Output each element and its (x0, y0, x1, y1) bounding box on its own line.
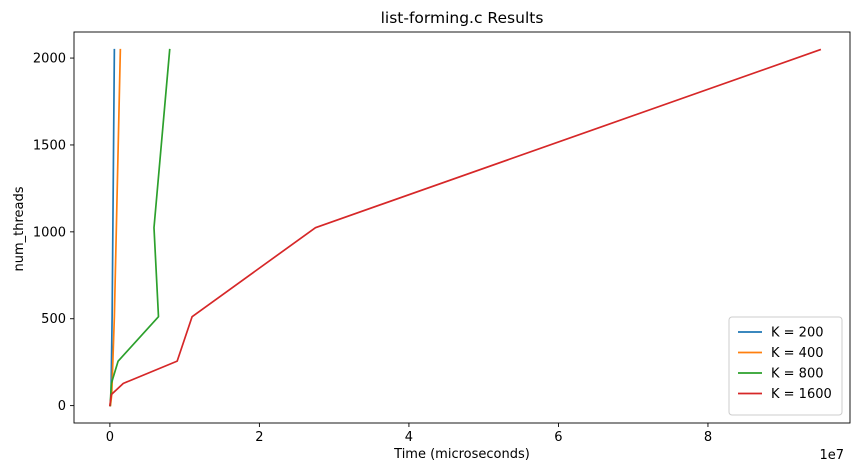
x-axis-label: Time (microseconds) (393, 447, 530, 462)
y-tick-label: 500 (41, 312, 66, 327)
legend-label-3: K = 800 (771, 367, 824, 382)
y-tick-label: 0 (58, 399, 66, 414)
series-line-3 (109, 48, 171, 407)
x-tick-label: 0 (106, 430, 114, 445)
x-tick-label: 2 (255, 430, 263, 445)
plot-area: 0 2 4 6 8 0 500 1000 1500 2000 (33, 31, 851, 445)
legend-label-4: K = 1600 (771, 387, 832, 402)
x-axis-scale-label: 1e7 (819, 448, 844, 463)
y-tick-label: 2000 (33, 52, 66, 67)
x-tick-label: 4 (405, 430, 413, 445)
axes-frame (73, 31, 851, 424)
chart-title: list-forming.c Results (381, 9, 544, 27)
x-tick-label: 8 (704, 430, 712, 445)
series-line-4 (108, 48, 822, 407)
legend-label-2: K = 400 (771, 346, 824, 361)
y-tick-label: 1000 (33, 225, 66, 240)
legend-label-1: K = 200 (771, 326, 824, 341)
legend-box (728, 316, 843, 416)
legend: K = 200 K = 400 K = 800 K = 1600 (728, 316, 843, 416)
y-tick-label: 1500 (33, 138, 66, 153)
y-axis-label: num_threads (12, 186, 27, 271)
x-tick-label: 6 (554, 430, 562, 445)
